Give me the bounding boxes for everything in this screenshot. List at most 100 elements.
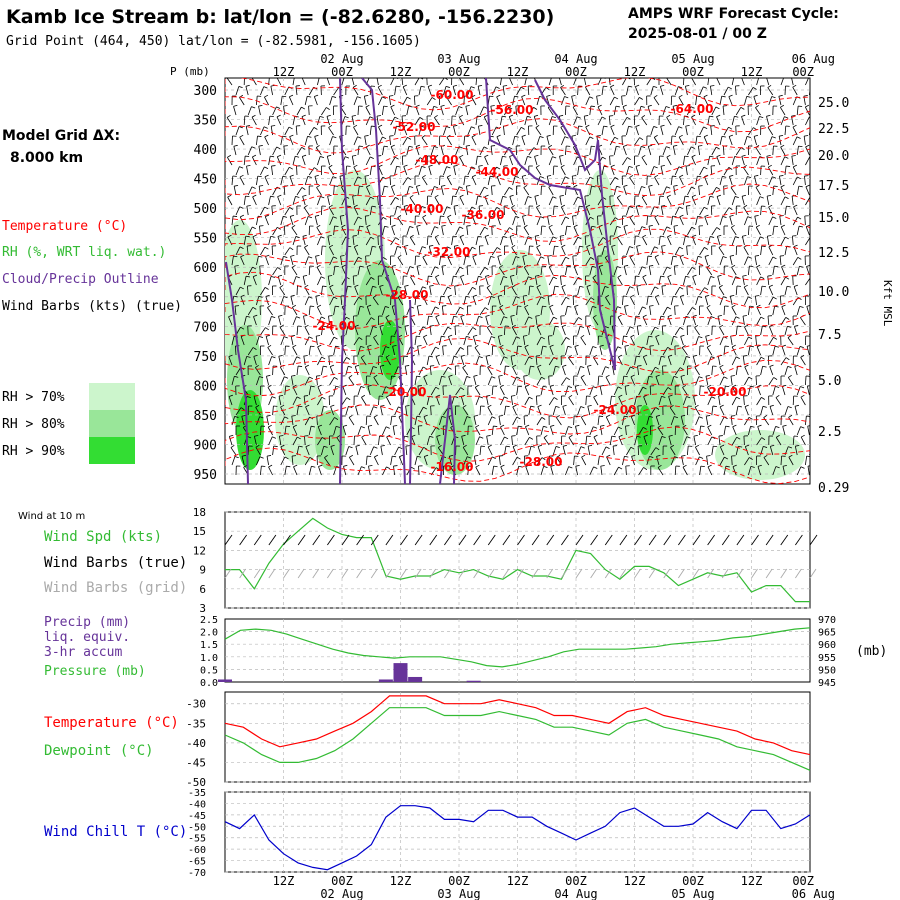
wind-barb-flag (703, 134, 708, 138)
wind-barb-flag (540, 296, 545, 300)
wind-barb (379, 286, 383, 296)
wind-barb (268, 78, 270, 86)
wind-barb-flag (736, 396, 741, 400)
wind-barb (243, 196, 246, 206)
wind-barb-flag (576, 116, 581, 119)
wind-barb (292, 236, 297, 246)
wind-barb-flag (459, 306, 464, 310)
wind-barb (272, 106, 277, 116)
wind-barb-flag (734, 196, 739, 199)
grid-wind-barb (751, 568, 758, 579)
wind-barb (559, 196, 562, 206)
wind-barb (321, 245, 323, 256)
wind-barb-flag (804, 135, 809, 137)
wind-barb (239, 137, 245, 146)
wind-barb (357, 146, 360, 156)
wind-barb (484, 156, 489, 166)
wind-barb-flag (395, 78, 399, 80)
wind-barb-flag (591, 185, 596, 188)
wind-barb (316, 187, 322, 196)
wind-barbs-true-label: Wind Barbs (true) (44, 555, 187, 571)
wind-barb-flag (335, 385, 340, 388)
wind-barb-flag (258, 255, 263, 258)
wind-barb (648, 186, 652, 196)
wind-barb-flag (422, 286, 427, 289)
wind-barb-flag (611, 244, 616, 247)
wind-barb-flag (370, 196, 375, 200)
wind-barb (430, 266, 436, 276)
wind-barb-flag (516, 376, 521, 380)
wind-barb-flag (728, 94, 733, 98)
wind-barb-flag (517, 385, 523, 388)
wind-barb-flag (571, 94, 576, 97)
wind-barb (780, 186, 786, 196)
wind-barb (491, 185, 493, 196)
wind-barb-flag (811, 206, 815, 207)
wind-barb-flag (552, 156, 557, 159)
wind-barb-flag (279, 324, 284, 328)
wind-barb (787, 377, 794, 386)
wind-barb-flag (523, 295, 528, 297)
wind-barb-flag (636, 204, 641, 207)
pressure-ytick: 955 (818, 653, 836, 664)
wind-barb-flag (592, 306, 597, 308)
wind-barb (597, 78, 602, 86)
wind-barb-flag (575, 384, 580, 387)
wind-barb (780, 107, 786, 116)
wind-barb (472, 296, 477, 306)
wind-barb (291, 376, 294, 386)
wind-barb-flag (774, 345, 779, 348)
wind-barb-flag (642, 234, 647, 238)
wind-barb-flag (503, 85, 508, 87)
wind-barb-flag (786, 285, 792, 288)
wind-barb (524, 156, 528, 166)
wind-barb-flag (353, 124, 358, 128)
wind-barb-flag (703, 126, 708, 130)
wind-barb (328, 355, 330, 366)
wind-barb (565, 266, 568, 276)
wind-barb (357, 386, 362, 396)
wind-barb (660, 206, 664, 216)
wind-barb-flag (589, 176, 594, 180)
wind-barb-flag (431, 97, 436, 100)
wind-barb (467, 126, 472, 136)
wind-barb-flag (704, 174, 709, 178)
wind-barb-flag (320, 236, 325, 239)
wind-barb (255, 367, 261, 376)
wind-barb-flag (655, 366, 659, 370)
wind-barb (270, 86, 273, 96)
wind-barb (809, 128, 810, 136)
wind-barb (597, 375, 600, 386)
wind-barb-flag (233, 295, 238, 298)
wind-barb (304, 376, 310, 386)
wind-barb (719, 136, 723, 146)
wind-barb (317, 236, 322, 246)
wind-barb-flag (685, 125, 690, 127)
wind-barb (585, 86, 591, 96)
wind-barb (670, 256, 674, 266)
wind-barb (572, 255, 574, 266)
wind-barb (709, 86, 713, 96)
wind-barb-flag (308, 336, 313, 339)
wind-barb (548, 196, 554, 206)
wind-barb (499, 386, 505, 396)
wind-barb (499, 347, 505, 356)
wind-barb-flag (328, 164, 333, 168)
wind-barb (511, 287, 517, 296)
wind-barb (583, 116, 587, 126)
wind-barb (304, 366, 310, 376)
wind-barb-flag (453, 124, 458, 127)
wind-barb (793, 206, 798, 216)
wind-barb-flag (395, 85, 401, 88)
wind-barb-flag (321, 356, 326, 360)
wind-barb (428, 126, 432, 136)
wind-barb-flag (367, 344, 372, 347)
wind-barb-flag (812, 286, 816, 287)
grid-wind-barb (575, 568, 583, 579)
wind-barb-flag (673, 144, 678, 147)
wind-barb (679, 176, 684, 186)
wind-barb (252, 236, 257, 246)
wind-barb (809, 251, 810, 256)
wind-barb-flag (766, 154, 771, 157)
wind-barb-flag (333, 336, 338, 340)
